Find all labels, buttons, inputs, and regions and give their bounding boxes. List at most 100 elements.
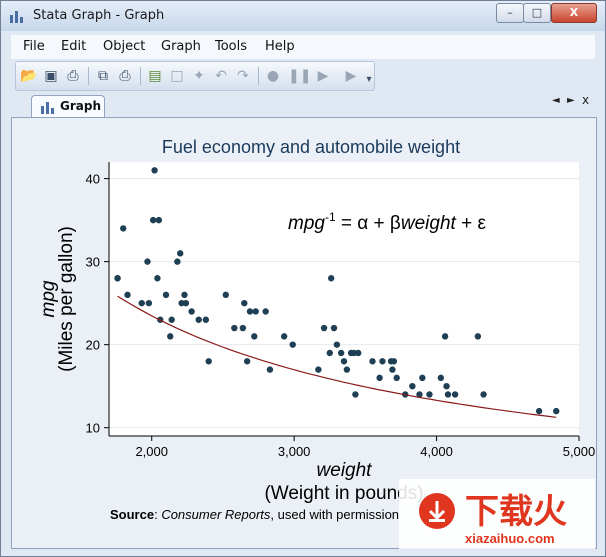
graph-editor-icon[interactable]: ▤ [148,68,162,84]
data-point [326,349,333,357]
toolbar-separator [140,67,141,85]
plot-area [109,162,579,436]
menu-help[interactable]: Help [265,39,295,54]
tab-close-icon[interactable]: x [582,93,590,107]
record-icon[interactable]: ● [266,68,280,84]
data-point [389,366,396,373]
data-point [188,308,195,315]
data-point [474,333,482,340]
equation-tail: + ε [456,213,487,234]
menu-file[interactable]: File [23,39,45,54]
data-point [149,216,157,224]
data-point [379,358,386,365]
data-point [409,382,416,390]
x-tick-label: 3,000 [278,444,311,459]
toolbar-separator [258,67,259,85]
data-point [416,391,423,398]
data-point [181,291,188,299]
equation-exponent: -1 [325,210,336,224]
data-point [451,391,459,398]
pointer-icon[interactable]: ✦ [193,68,205,84]
tab-graph[interactable]: Graph [31,95,105,118]
data-point [151,167,158,174]
svg-text:xiazaihuo.com: xiazaihuo.com [465,531,555,546]
data-point [376,374,383,382]
tab-scroll-left-icon[interactable]: ◄ [552,95,560,106]
data-point [441,333,449,340]
save-icon[interactable]: ▣ [44,68,58,84]
equation-annotation: mpg-1 = α + βweight + ε [288,210,486,234]
toolbar-separator [88,67,89,85]
title-bar[interactable]: Stata Graph - Graph – □ X [1,1,605,31]
chart-title: Fuel economy and automobile weight [162,137,460,157]
data-point [202,316,210,323]
redo-icon[interactable]: ↷ [237,68,249,84]
note-sep: : [154,507,161,522]
data-point [426,391,433,398]
y-tick-label: 10 [86,421,100,436]
y-tick-label: 30 [86,255,100,270]
data-point [352,391,359,398]
y-axis-var: mpg [38,280,59,317]
data-point [154,275,161,282]
menu-bar: File Edit Object Graph Tools Help [11,35,595,59]
menu-graph[interactable]: Graph [161,39,201,54]
data-point [138,299,145,307]
y-axis-desc: (Miles per gallon) [56,226,77,372]
data-point [343,366,351,373]
data-point [315,366,322,373]
data-point [330,324,338,332]
data-point [162,291,170,299]
data-point [393,374,400,382]
stata-graph-app-icon [10,11,23,23]
data-point [289,341,296,348]
data-point [443,382,450,390]
print-icon[interactable]: ⎙ [67,68,79,84]
data-point [369,358,376,365]
data-point [145,299,153,307]
fitted-curve [117,295,557,418]
select-icon[interactable]: □ [170,68,184,84]
tab-label: Graph [60,99,101,113]
maximize-button[interactable]: □ [523,3,551,23]
step-icon[interactable]: ▶ [345,68,357,84]
minimize-button[interactable]: – [496,3,524,23]
data-point [120,225,127,232]
pause-icon[interactable]: ❚❚ [288,68,312,84]
data-point [124,291,131,299]
scatter-chart: Fuel economy and automobile weight 10 20 3… [38,137,596,522]
note-prefix: Source [110,507,154,522]
equation-var: mpg [288,213,325,234]
data-point [340,358,348,365]
more-icon[interactable]: ▾ [366,74,372,85]
data-point [419,374,426,382]
data-point [535,407,543,415]
menu-tools[interactable]: Tools [215,39,248,54]
menu-edit[interactable]: Edit [61,39,87,54]
menu-object[interactable]: Object [103,39,146,54]
data-point [262,308,269,315]
tab-scroll-right-icon[interactable]: ► [567,95,575,106]
copy-icon[interactable]: ⧉ [98,68,108,84]
grid [109,178,579,429]
y-tick-label: 40 [86,172,100,187]
open-icon[interactable]: 📂 [20,68,38,84]
play-icon[interactable]: ▶ [317,68,329,84]
data-point [195,316,202,323]
y-tick-label: 20 [86,338,100,353]
note-source: Consumer Reports [161,507,271,522]
data-point [444,391,452,398]
undo-icon[interactable]: ↶ [215,68,227,84]
data-point [241,299,248,307]
x-tick-label: 5,000 [563,444,596,459]
data-point [553,407,560,415]
paste-icon[interactable]: ⎙ [119,68,131,84]
window-title: Stata Graph - Graph [33,8,165,23]
data-points [114,167,560,415]
data-point [167,333,174,340]
close-button[interactable]: X [551,3,597,23]
data-point [437,374,445,382]
note-tail: , used with permission [270,507,399,522]
data-point [243,358,251,365]
data-point [280,333,288,340]
